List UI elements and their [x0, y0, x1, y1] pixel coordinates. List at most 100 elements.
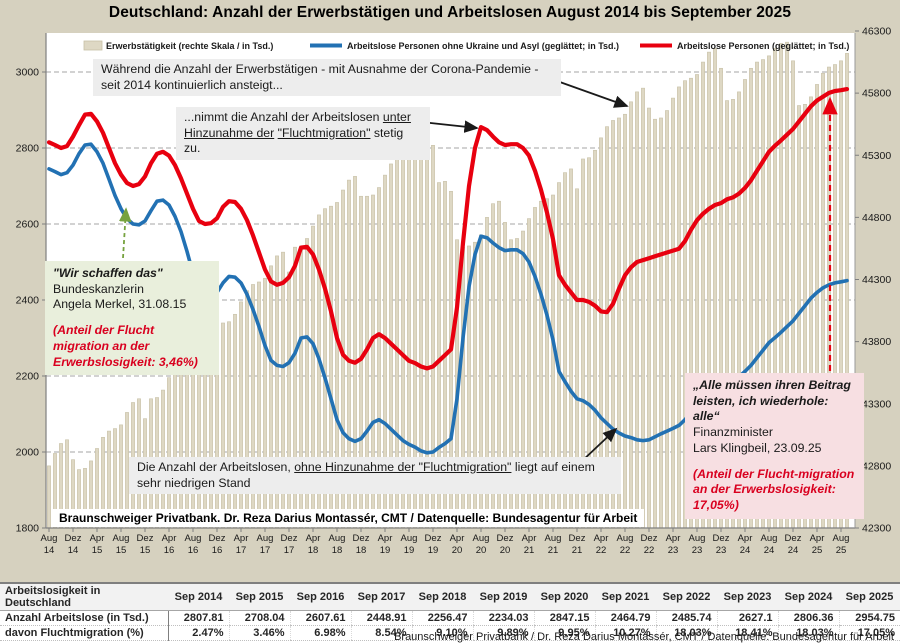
- svg-text:18: 18: [332, 545, 343, 556]
- table-cell: 2847.15: [533, 610, 595, 626]
- svg-text:2800: 2800: [16, 143, 40, 155]
- annotation-arrows: [118, 75, 838, 462]
- svg-text:3000: 3000: [16, 67, 40, 79]
- legend-item-2: Arbeitslose Personen (geglättet; in Tsd.…: [640, 41, 849, 51]
- svg-text:Apr: Apr: [306, 533, 321, 544]
- arrow-low-level: [581, 427, 618, 462]
- table-header-cell: Sep 2023: [717, 582, 778, 611]
- table-cell: 2.47%: [167, 625, 229, 641]
- svg-text:19: 19: [380, 545, 391, 556]
- svg-text:18: 18: [308, 545, 319, 556]
- svg-text:Apr: Apr: [522, 533, 537, 544]
- svg-text:23: 23: [692, 545, 703, 556]
- table-header-cell: Sep 2015: [229, 582, 290, 611]
- svg-text:Apr: Apr: [234, 533, 249, 544]
- annotation-klingbeil-quote: „Alle müssen ihren Beitrag leisten, ich …: [685, 373, 864, 519]
- svg-text:Aug: Aug: [257, 533, 274, 544]
- table-cell: 2607.61: [289, 610, 351, 626]
- annotation-text: stetig zu.: [184, 125, 404, 156]
- svg-text:Aug: Aug: [41, 533, 58, 544]
- table-cell: 18.03%: [777, 625, 839, 641]
- legend-item-1: Arbeitslose Personen ohne Ukraine und As…: [310, 41, 619, 51]
- svg-text:17: 17: [236, 545, 247, 556]
- annotation-text: Die Anzahl der Arbeitslosen,: [137, 460, 295, 474]
- svg-text:Aug: Aug: [185, 533, 202, 544]
- svg-text:Apr: Apr: [666, 533, 681, 544]
- klingbeil-role: Finanzminister: [693, 425, 773, 440]
- svg-text:Dez: Dez: [281, 533, 298, 544]
- svg-text:16: 16: [164, 545, 175, 556]
- svg-text:17: 17: [284, 545, 295, 556]
- annotation-text: ...nimmt die Anzahl der Arbeitslosen: [184, 110, 383, 124]
- svg-text:43800: 43800: [862, 336, 891, 348]
- svg-text:Arbeitslose Personen ohne Ukra: Arbeitslose Personen ohne Ukraine und As…: [347, 41, 619, 51]
- merkel-migration-note: (Anteil der Flucht migration an der Erwe…: [53, 323, 198, 369]
- svg-text:20: 20: [500, 545, 511, 556]
- svg-text:Dez: Dez: [137, 533, 154, 544]
- svg-text:16: 16: [212, 545, 223, 556]
- svg-text:45300: 45300: [862, 150, 891, 162]
- chart-source-note: Braunschweiger Privatbank. Dr. Reza Dari…: [52, 509, 645, 527]
- table-cell: 2234.03: [472, 610, 534, 626]
- legend-item-0: Erwerbstätigkeit (rechte Skala / in Tsd.…: [83, 40, 273, 51]
- table-cell: 2627.1: [716, 610, 778, 626]
- svg-text:Apr: Apr: [450, 533, 465, 544]
- table-header-cell: Sep 2025: [839, 582, 900, 611]
- svg-text:44300: 44300: [862, 274, 891, 286]
- table-header-cell: Sep 2024: [778, 582, 839, 611]
- table-cell: 9.89%: [472, 625, 534, 641]
- svg-text:15: 15: [140, 545, 151, 556]
- svg-text:20: 20: [476, 545, 487, 556]
- svg-text:Apr: Apr: [90, 533, 105, 544]
- svg-text:17: 17: [260, 545, 271, 556]
- svg-text:2200: 2200: [16, 371, 40, 383]
- annotation-underlined: ohne Hinzunahme der "Fluchtmigration": [294, 460, 512, 474]
- svg-text:Aug: Aug: [401, 533, 418, 544]
- svg-text:19: 19: [428, 545, 439, 556]
- svg-text:Dez: Dez: [641, 533, 658, 544]
- svg-text:Apr: Apr: [594, 533, 609, 544]
- annotation-underlined: unter Hinzunahme der: [184, 110, 411, 140]
- unemployment-table: Arbeitslosigkeit in Deutschland Sep 2014 S…: [0, 582, 900, 641]
- svg-text:21: 21: [548, 545, 559, 556]
- table-row: Anzahl Arbeitslose (in Tsd.) 2807.81 2708.…: [0, 610, 900, 626]
- annotation-text: seit 2014 kontinuierlich ansteigt...: [101, 77, 283, 92]
- svg-text:Apr: Apr: [738, 533, 753, 544]
- table-cell: 8.54%: [350, 625, 412, 641]
- merkel-role: Bundeskanzlerin: [53, 281, 144, 296]
- svg-text:2600: 2600: [16, 219, 40, 231]
- svg-text:42300: 42300: [862, 523, 891, 535]
- svg-text:18: 18: [356, 545, 367, 556]
- svg-text:22: 22: [620, 545, 631, 556]
- svg-text:14: 14: [68, 545, 79, 556]
- svg-text:22: 22: [596, 545, 607, 556]
- table-header-cell: Sep 2019: [473, 582, 534, 611]
- table-cell: 9.95%: [533, 625, 595, 641]
- svg-text:25: 25: [836, 545, 847, 556]
- table-cell: 2485.74: [655, 610, 717, 626]
- table-header-cell: Sep 2014: [168, 582, 229, 611]
- table-cell: 17.05%: [838, 625, 900, 641]
- svg-text:Dez: Dez: [569, 533, 586, 544]
- svg-text:Aug: Aug: [761, 533, 778, 544]
- table-cell: 2807.81: [167, 610, 229, 626]
- svg-text:Dez: Dez: [497, 533, 514, 544]
- svg-text:Dez: Dez: [713, 533, 730, 544]
- table-cell: 18.41%: [716, 625, 778, 641]
- klingbeil-migration-note: (Anteil der Flucht-migration an der Erwe…: [693, 466, 855, 513]
- svg-text:16: 16: [188, 545, 199, 556]
- svg-text:Apr: Apr: [162, 533, 177, 544]
- right-axis-labels: 46300 45800 45300 44800 44300 43800 43300 42800…: [855, 26, 891, 535]
- svg-text:24: 24: [740, 545, 751, 556]
- line-arbeitslose-gesamt: [46, 87, 850, 371]
- merkel-quote: "Wir schaffen das": [53, 266, 163, 280]
- table-header-cell: Sep 2018: [412, 582, 473, 611]
- svg-text:23: 23: [716, 545, 727, 556]
- annotation-text: Während die Anzahl der Erwerbstätigen - …: [101, 62, 539, 76]
- x-axis-labels: Aug14Dez14Apr15Aug15Dez15Apr16Aug16Dez16…: [41, 528, 849, 556]
- table-cell: 3.46%: [228, 625, 290, 641]
- table-cell: 2954.75: [838, 610, 900, 626]
- svg-text:43300: 43300: [862, 398, 891, 410]
- chart-title: Deutschland: Anzahl der Erwerbstätigen u…: [108, 4, 792, 21]
